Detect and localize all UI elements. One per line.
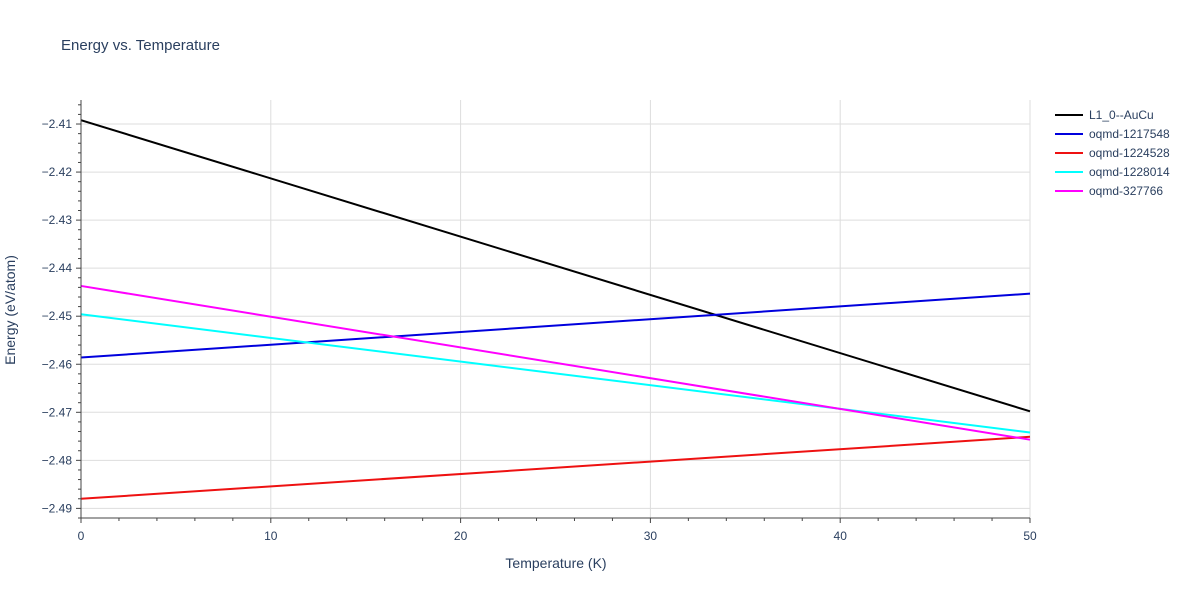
legend-label: L1_0--AuCu (1089, 108, 1154, 122)
series-lines (80, 119, 1031, 500)
y-tick-label: −2.49 (42, 501, 73, 515)
x-tick-label: 0 (78, 529, 85, 543)
series-line-l1-0-aucu (80, 119, 1031, 413)
y-tick-label: −2.45 (42, 309, 73, 323)
legend-item: oqmd-327766 (1055, 184, 1163, 198)
x-tick-label: 20 (454, 529, 468, 543)
x-tick-label: 50 (1023, 529, 1037, 543)
x-tick-label: 40 (834, 529, 848, 543)
series-line-oqmd-1228014 (80, 313, 1031, 434)
y-axis-title: Energy (eV/atom) (2, 255, 18, 365)
legend-item: oqmd-1228014 (1055, 165, 1170, 179)
y-tick-label: −2.44 (42, 261, 73, 275)
x-tick-label: 30 (644, 529, 658, 543)
x-tick-label: 10 (264, 529, 278, 543)
y-tick-label: −2.43 (42, 213, 73, 227)
chart-title: Energy vs. Temperature (61, 37, 220, 54)
series-line-oqmd-1224528 (80, 435, 1031, 500)
legend-label: oqmd-1217548 (1089, 127, 1170, 141)
legend-label: oqmd-1224528 (1089, 146, 1170, 160)
legend-label: oqmd-327766 (1089, 184, 1163, 198)
legend-item: L1_0--AuCu (1055, 108, 1154, 122)
axes: 0 10 20 30 40 50 −2.41 −2.42 −2.43 −2.44 −2.45 −2.4… (42, 100, 1037, 543)
y-tick-label: −2.41 (42, 117, 73, 131)
y-tick-label: −2.42 (42, 165, 73, 179)
series-line-oqmd-327766 (80, 284, 1031, 441)
legend: L1_0--AuCu oqmd-1217548 oqmd-1224528 oqmd-1… (1055, 108, 1170, 198)
series-line-oqmd-1217548 (80, 292, 1031, 359)
grid-lines (81, 100, 1031, 518)
legend-label: oqmd-1228014 (1089, 165, 1170, 179)
x-axis-title: Temperature (K) (505, 555, 606, 571)
y-tick-label: −2.48 (42, 453, 73, 467)
y-tick-label: −2.47 (42, 405, 73, 419)
legend-item: oqmd-1217548 (1055, 127, 1170, 141)
legend-item: oqmd-1224528 (1055, 146, 1170, 160)
y-tick-label: −2.46 (42, 357, 73, 371)
